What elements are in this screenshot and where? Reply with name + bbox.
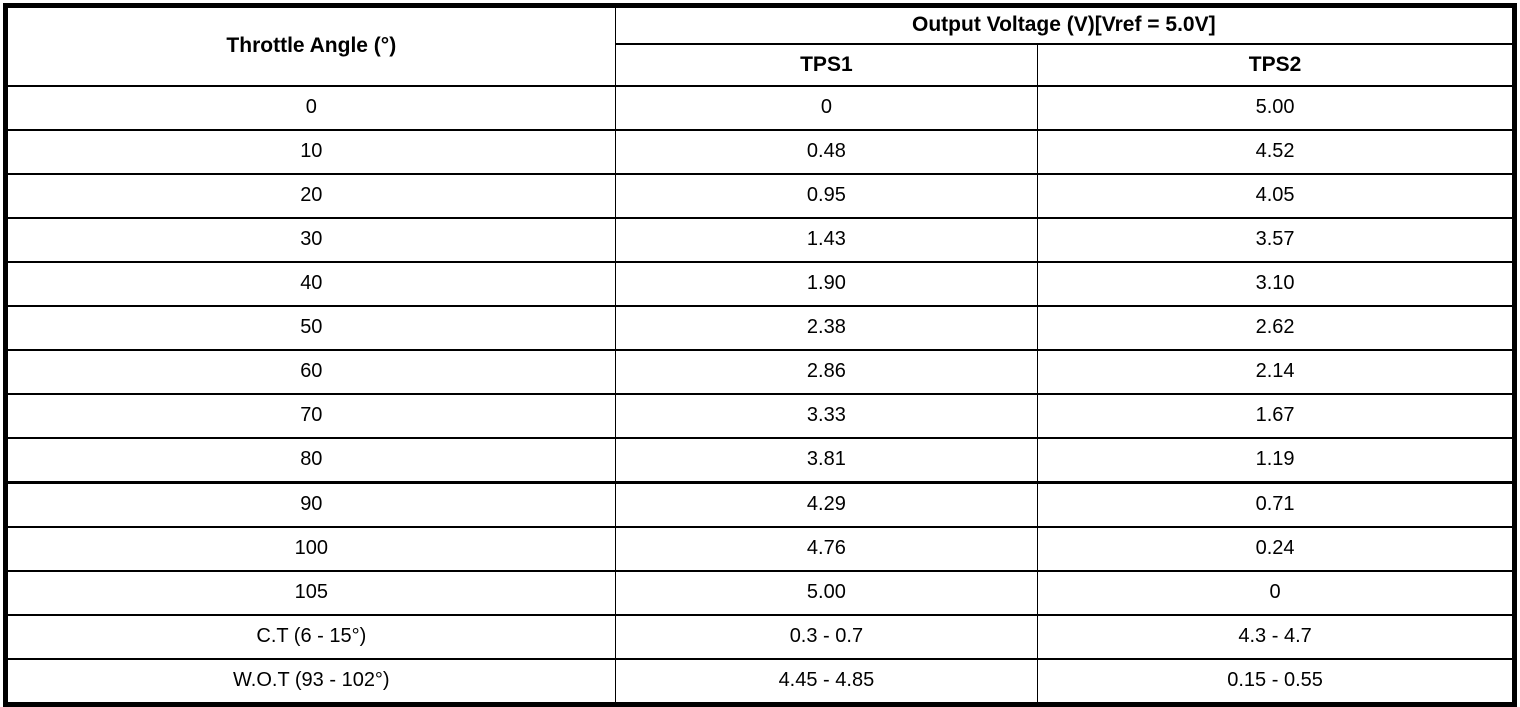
- cell-throttle-angle: 50: [5, 304, 616, 351]
- cell-throttle-angle: 30: [5, 216, 616, 263]
- cell-tps2: 4.3 - 4.7: [1037, 613, 1515, 660]
- cell-tps1: 2.38: [614, 304, 1039, 351]
- table-row: 105 5.00 0: [5, 569, 1515, 616]
- table-row: W.O.T (93 - 102°) 4.45 - 4.85 0.15 - 0.5…: [5, 657, 1515, 705]
- tps-voltage-table: Throttle Angle (°) Output Voltage (V)[Vr…: [3, 3, 1517, 707]
- cell-tps1: 0: [614, 84, 1039, 131]
- cell-throttle-angle: 105: [5, 569, 616, 616]
- cell-tps1: 0.3 - 0.7: [614, 613, 1039, 660]
- cell-tps2: 4.05: [1037, 172, 1515, 219]
- cell-throttle-angle: 20: [5, 172, 616, 219]
- cell-tps1: 5.00: [614, 569, 1039, 616]
- table-row: 30 1.43 3.57: [5, 216, 1515, 263]
- cell-tps2: 4.52: [1037, 128, 1515, 175]
- cell-tps2: 1.67: [1037, 392, 1515, 439]
- cell-throttle-angle: 10: [5, 128, 616, 175]
- cell-tps1: 4.29: [614, 480, 1039, 528]
- table-row: 40 1.90 3.10: [5, 260, 1515, 307]
- cell-tps2: 0.15 - 0.55: [1037, 657, 1515, 705]
- cell-tps2: 1.19: [1037, 436, 1515, 483]
- cell-throttle-angle: 60: [5, 348, 616, 395]
- cell-tps1: 0.48: [614, 128, 1039, 175]
- cell-tps1: 2.86: [614, 348, 1039, 395]
- cell-throttle-angle: 90: [5, 480, 616, 528]
- cell-tps2: 0.24: [1037, 525, 1515, 572]
- header-row-sub: TPS1 TPS2: [6, 42, 1515, 87]
- header-output-voltage: Output Voltage (V)[Vref = 5.0V]: [614, 4, 1516, 45]
- cell-tps2: 0: [1037, 569, 1515, 616]
- cell-tps1: 1.43: [614, 216, 1039, 263]
- cell-throttle-angle: W.O.T (93 - 102°): [5, 657, 616, 705]
- cell-tps2: 3.10: [1037, 260, 1515, 307]
- cell-tps1: 4.45 - 4.85: [614, 657, 1039, 705]
- table-row: 60 2.86 2.14: [5, 348, 1515, 395]
- cell-tps2: 2.14: [1037, 348, 1515, 395]
- table-row: 70 3.33 1.67: [5, 392, 1515, 439]
- cell-throttle-angle: 70: [5, 392, 616, 439]
- table-row: 10 0.48 4.52: [5, 128, 1515, 175]
- cell-throttle-angle: 100: [5, 525, 616, 572]
- header-tps2: TPS2: [1037, 42, 1515, 87]
- cell-tps1: 0.95: [614, 172, 1039, 219]
- cell-tps2: 5.00: [1037, 84, 1515, 131]
- cell-tps1: 1.90: [614, 260, 1039, 307]
- table-row: 100 4.76 0.24: [5, 525, 1515, 572]
- cell-tps1: 3.33: [614, 392, 1039, 439]
- header-row-group: Throttle Angle (°) Output Voltage (V)[Vr…: [5, 4, 1516, 87]
- cell-tps1: 3.81: [614, 436, 1039, 483]
- document-page: Throttle Angle (°) Output Voltage (V)[Vr…: [3, 3, 1517, 707]
- table-row: 0 0 5.00: [5, 84, 1515, 131]
- cell-tps1: 4.76: [614, 525, 1039, 572]
- cell-throttle-angle: 0: [5, 84, 616, 131]
- table-row: 50 2.38 2.62: [5, 304, 1515, 351]
- cell-tps2: 3.57: [1037, 216, 1515, 263]
- table-row: 80 3.81 1.19: [5, 436, 1515, 483]
- cell-throttle-angle: C.T (6 - 15°): [5, 613, 616, 660]
- table-body: 0 0 5.00 10 0.48 4.52 20 0.95 4.05 30 1.…: [5, 84, 1515, 705]
- table-row: 20 0.95 4.05: [5, 172, 1515, 219]
- header-tps1: TPS1: [614, 42, 1039, 87]
- cell-tps2: 2.62: [1037, 304, 1515, 351]
- cell-throttle-angle: 80: [5, 436, 616, 483]
- table-row: C.T (6 - 15°) 0.3 - 0.7 4.3 - 4.7: [5, 613, 1515, 660]
- cell-throttle-angle: 40: [5, 260, 616, 307]
- cell-tps2: 0.71: [1037, 480, 1515, 528]
- table-row: 90 4.29 0.71: [5, 480, 1515, 528]
- table-header: Throttle Angle (°) Output Voltage (V)[Vr…: [5, 4, 1516, 87]
- header-throttle-angle: Throttle Angle (°): [5, 4, 616, 87]
